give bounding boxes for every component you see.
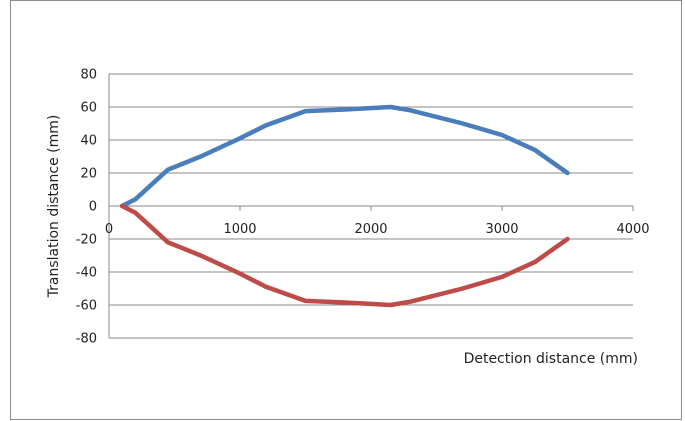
series-line-2 — [119, 203, 570, 308]
y-tick-label: -40 — [76, 266, 97, 281]
y-tick-label: 80 — [80, 68, 97, 83]
x-tick-labels: 0 1000 2000 3000 4000 — [105, 222, 650, 237]
y-tick-label: -20 — [76, 233, 97, 248]
x-axis-label: Detection distance (mm) — [464, 351, 638, 367]
y-tick-label: 60 — [80, 101, 97, 116]
y-tick-label: 40 — [80, 134, 97, 149]
grid-lines — [109, 73, 633, 339]
x-tick-label: 2000 — [354, 222, 387, 237]
x-tick-label: 0 — [105, 222, 113, 237]
y-tick-label: -60 — [76, 299, 97, 314]
y-tick-label: 20 — [80, 167, 97, 182]
x-tick-label: 3000 — [485, 222, 518, 237]
x-tick-label: 4000 — [616, 222, 649, 237]
x-tick-label: 1000 — [223, 222, 256, 237]
axes — [108, 74, 634, 338]
y-tick-labels: 80 60 40 20 0 -20 -40 -60 -80 — [76, 68, 97, 347]
series-lines — [119, 104, 570, 308]
y-axis-label: Translation distance (mm) — [46, 115, 62, 299]
chart-frame: 80 60 40 20 0 -20 -40 -60 -80 0 1000 2000 3000 4000 … — [10, 0, 682, 420]
series-line-1 — [119, 104, 570, 209]
y-tick-label: -80 — [76, 332, 97, 347]
y-tick-label: 0 — [89, 200, 97, 215]
